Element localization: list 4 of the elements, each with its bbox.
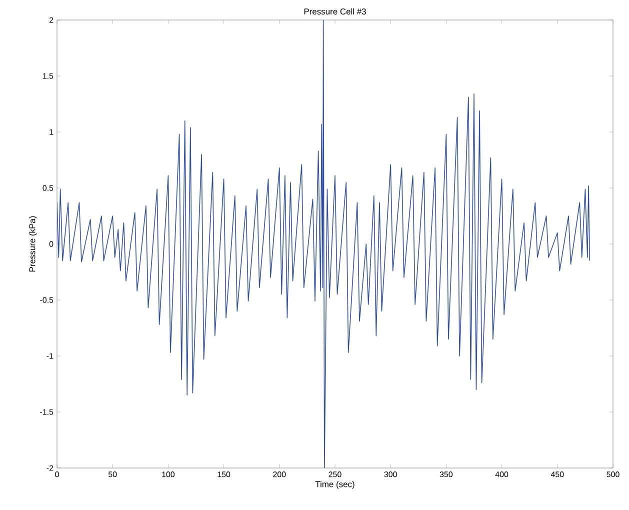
y-axis-title: Pressure (kPa) [29, 216, 37, 272]
chart-title: Pressure Cell #3 [304, 8, 366, 14]
line-series [57, 20, 590, 468]
x-axis-title: Time (sec) [315, 481, 354, 489]
